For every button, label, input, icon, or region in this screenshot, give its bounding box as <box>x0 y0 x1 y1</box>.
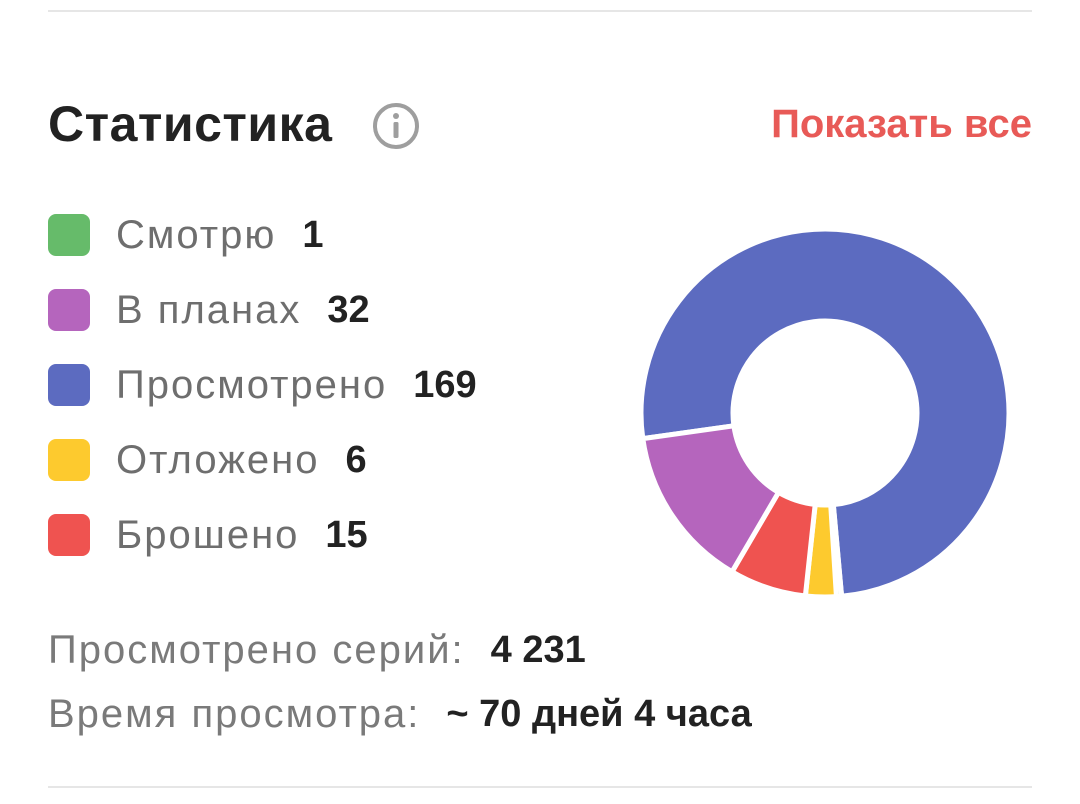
show-all-link[interactable]: Показать все <box>771 102 1032 146</box>
legend-item-watching[interactable]: Смотрю 1 <box>48 210 323 260</box>
legend-swatch <box>48 514 90 556</box>
legend-count: 6 <box>345 438 367 481</box>
status-donut-chart <box>638 226 1012 600</box>
legend-count: 169 <box>413 363 477 406</box>
legend-swatch <box>48 439 90 481</box>
episodes-watched-label: Просмотрено серий: <box>48 627 465 672</box>
slice-planned <box>639 422 782 576</box>
statistics-header: Статистика Показать все <box>48 92 1032 162</box>
legend-count: 1 <box>302 213 324 256</box>
legend-item-planned[interactable]: В планах 32 <box>48 285 370 335</box>
episodes-watched-row: Просмотрено серий: 4 231 <box>48 622 586 678</box>
watch-time-label: Время просмотра: <box>48 691 421 736</box>
legend-item-completed[interactable]: Просмотрено 169 <box>48 360 477 410</box>
legend-swatch <box>48 289 90 331</box>
page-title: Статистика <box>48 96 333 152</box>
slice-completed <box>638 226 1012 599</box>
legend-swatch <box>48 214 90 256</box>
legend-swatch <box>48 364 90 406</box>
legend-label: Отложено <box>116 437 320 482</box>
legend-label: Брошено <box>116 512 300 557</box>
legend-count: 15 <box>325 513 368 556</box>
watch-time-row: Время просмотра: ~ 70 дней 4 часа <box>48 686 752 742</box>
watch-time-value: ~ 70 дней 4 часа <box>446 692 752 735</box>
legend-item-dropped[interactable]: Брошено 15 <box>48 510 368 560</box>
legend-label: В планах <box>116 287 302 332</box>
top-divider <box>48 10 1032 12</box>
episodes-watched-value: 4 231 <box>490 628 586 671</box>
legend-item-on-hold[interactable]: Отложено 6 <box>48 435 367 485</box>
bottom-divider <box>48 786 1032 788</box>
legend-label: Просмотрено <box>116 362 388 407</box>
legend-label: Смотрю <box>116 212 277 257</box>
info-icon[interactable] <box>372 102 420 150</box>
legend-count: 32 <box>327 288 370 331</box>
